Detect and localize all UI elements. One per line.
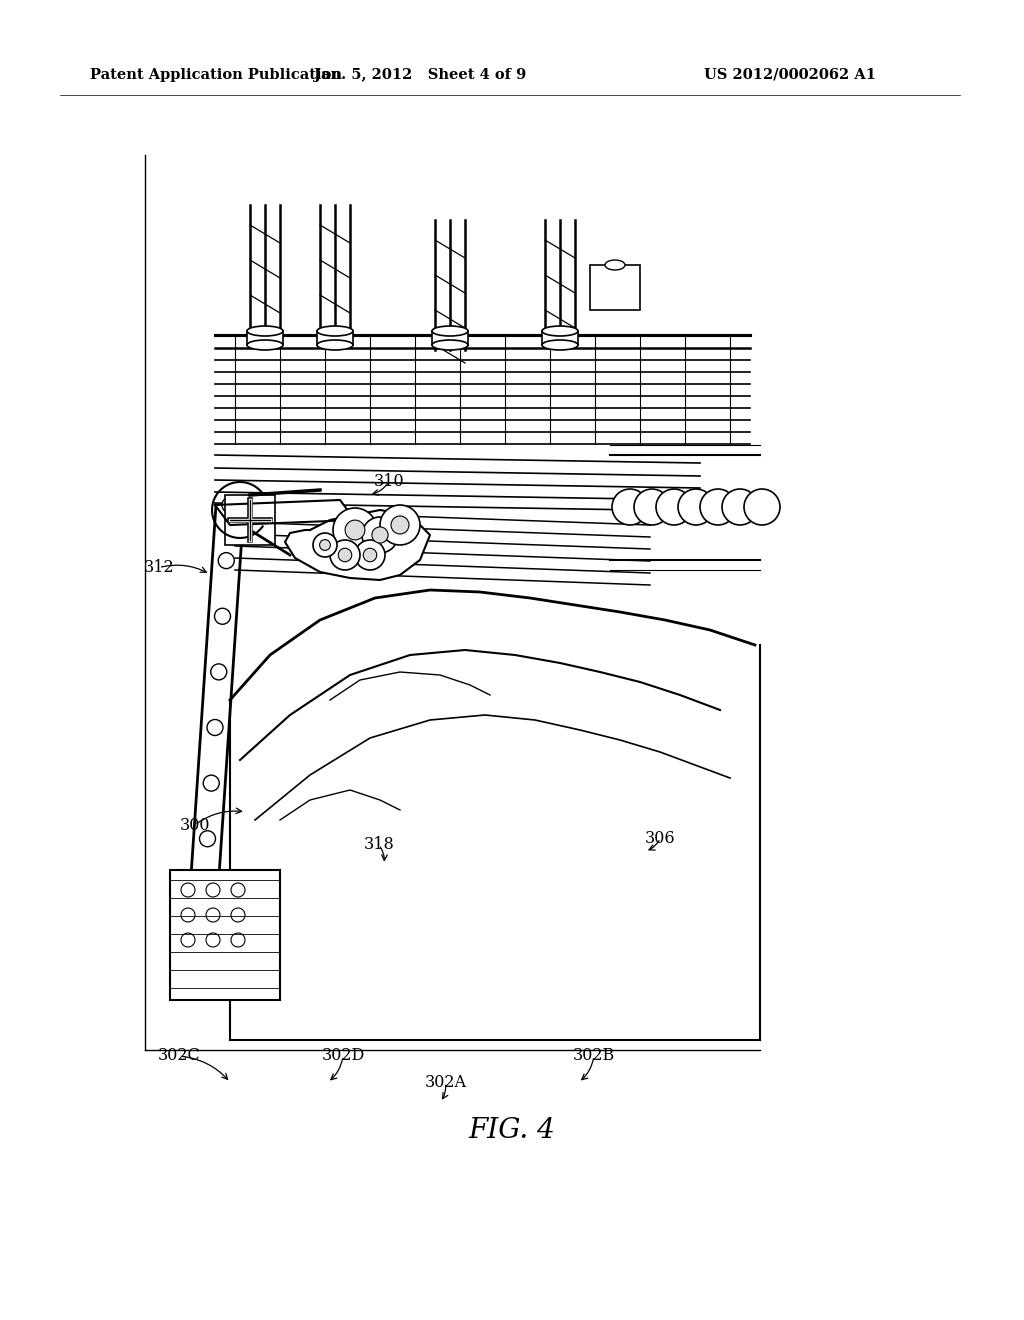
Ellipse shape <box>542 341 578 350</box>
Bar <box>170 870 280 1001</box>
Circle shape <box>678 488 714 525</box>
Text: FIG. 4: FIG. 4 <box>469 1117 555 1143</box>
Circle shape <box>612 488 648 525</box>
Circle shape <box>206 883 220 898</box>
Circle shape <box>634 488 670 525</box>
Circle shape <box>206 908 220 921</box>
Text: 318: 318 <box>364 837 394 853</box>
Text: 306: 306 <box>645 830 676 846</box>
Circle shape <box>206 933 220 946</box>
Text: 310: 310 <box>374 474 404 490</box>
Bar <box>247 331 283 345</box>
Polygon shape <box>215 500 355 525</box>
Circle shape <box>218 553 234 569</box>
Circle shape <box>214 609 230 624</box>
Text: US 2012/0002062 A1: US 2012/0002062 A1 <box>705 69 876 82</box>
Circle shape <box>181 883 195 898</box>
Text: 302C: 302C <box>158 1048 201 1064</box>
Circle shape <box>203 775 219 791</box>
Bar <box>225 495 275 545</box>
Circle shape <box>364 548 377 562</box>
Ellipse shape <box>317 326 353 337</box>
Circle shape <box>313 533 337 557</box>
Circle shape <box>231 883 245 898</box>
Circle shape <box>222 498 238 513</box>
Bar <box>590 265 640 310</box>
Circle shape <box>319 540 331 550</box>
Circle shape <box>200 830 215 846</box>
Circle shape <box>372 527 388 543</box>
Polygon shape <box>230 610 760 1040</box>
Circle shape <box>196 886 212 903</box>
Circle shape <box>211 664 226 680</box>
Circle shape <box>338 548 352 562</box>
Bar <box>542 331 578 345</box>
Circle shape <box>330 540 360 570</box>
Text: 312: 312 <box>143 560 174 576</box>
Bar <box>432 331 468 345</box>
Bar <box>317 331 353 345</box>
Circle shape <box>193 942 208 958</box>
Ellipse shape <box>432 341 468 350</box>
Circle shape <box>231 933 245 946</box>
Ellipse shape <box>432 326 468 337</box>
Polygon shape <box>285 510 430 579</box>
Text: 302B: 302B <box>572 1048 615 1064</box>
Circle shape <box>181 933 195 946</box>
Circle shape <box>345 520 365 540</box>
Ellipse shape <box>542 326 578 337</box>
Circle shape <box>362 517 398 553</box>
Text: Jan. 5, 2012   Sheet 4 of 9: Jan. 5, 2012 Sheet 4 of 9 <box>314 69 526 82</box>
Circle shape <box>391 516 409 535</box>
Circle shape <box>722 488 758 525</box>
Circle shape <box>181 908 195 921</box>
Circle shape <box>333 508 377 552</box>
Circle shape <box>231 908 245 921</box>
Circle shape <box>744 488 780 525</box>
Circle shape <box>380 506 420 545</box>
Ellipse shape <box>247 341 283 350</box>
Ellipse shape <box>247 326 283 337</box>
Text: Patent Application Publication: Patent Application Publication <box>90 69 342 82</box>
Text: 302A: 302A <box>424 1074 467 1090</box>
Circle shape <box>656 488 692 525</box>
Circle shape <box>355 540 385 570</box>
Ellipse shape <box>605 260 625 271</box>
Text: 302D: 302D <box>322 1048 365 1064</box>
Circle shape <box>207 719 223 735</box>
Circle shape <box>700 488 736 525</box>
Text: 300: 300 <box>179 817 210 833</box>
Ellipse shape <box>317 341 353 350</box>
